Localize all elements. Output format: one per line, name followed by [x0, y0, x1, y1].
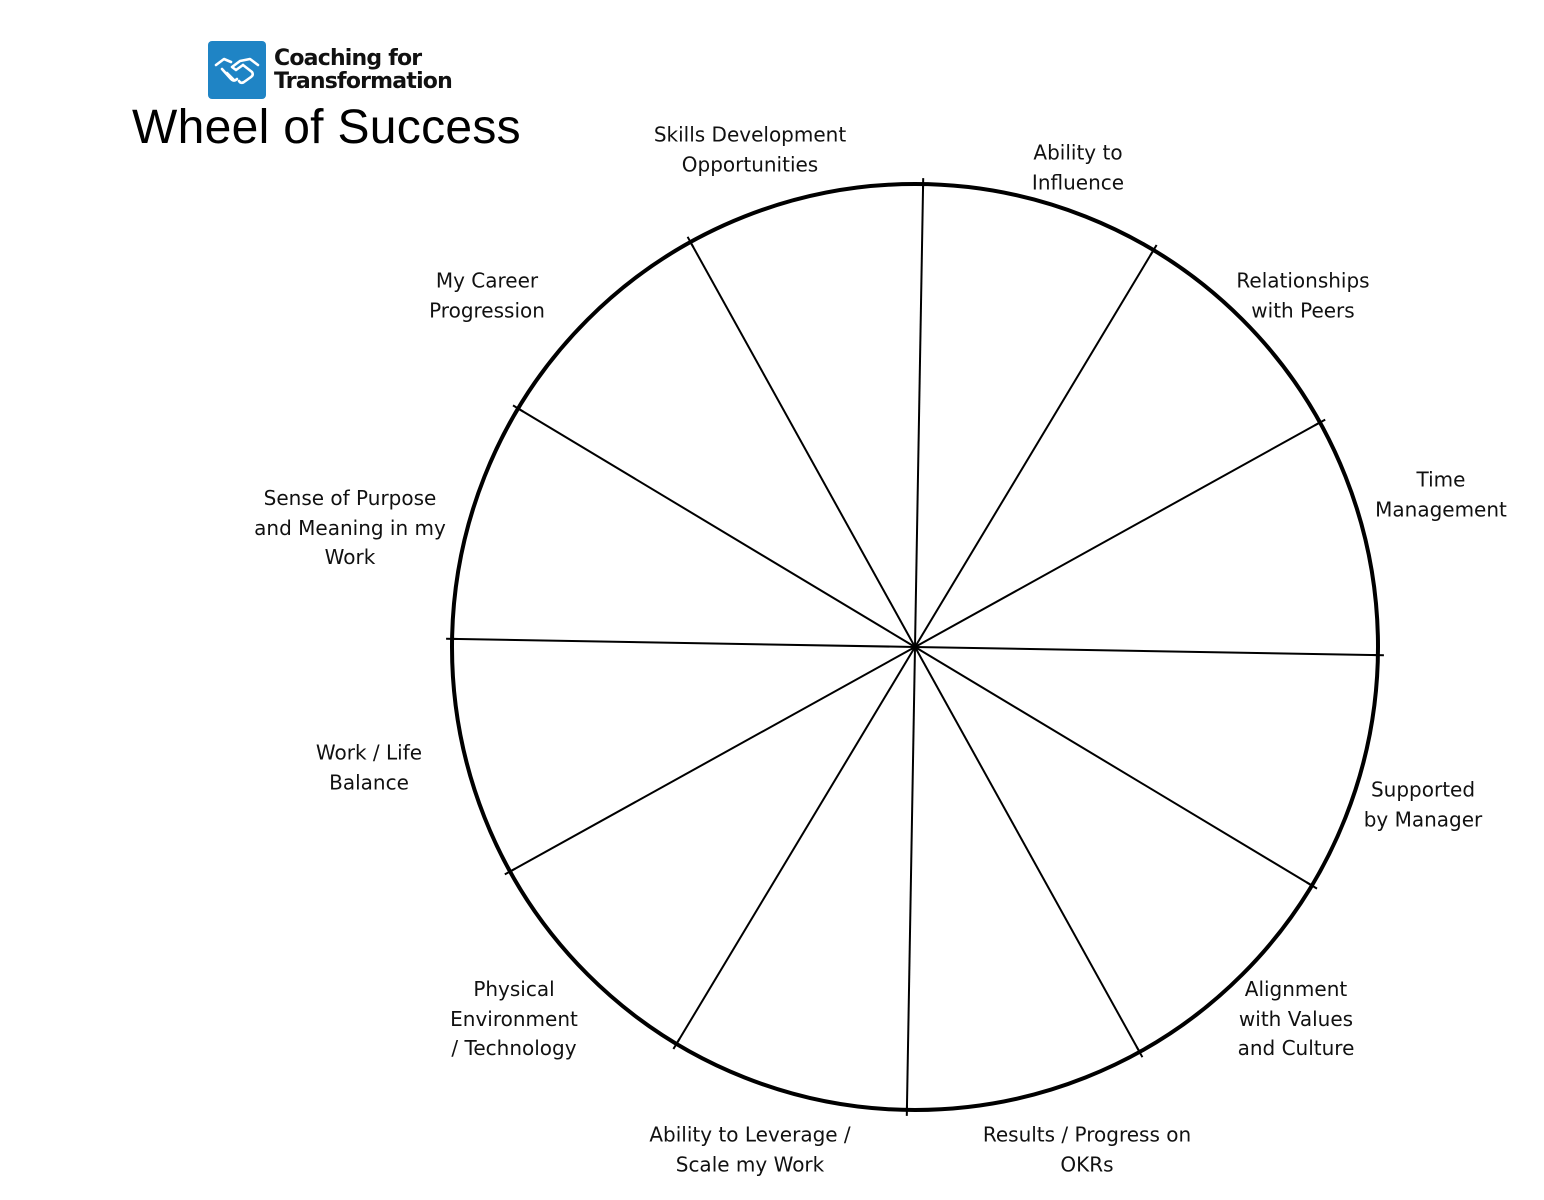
wheel-spoke — [517, 407, 916, 648]
handshake-icon — [208, 41, 266, 99]
wheel-rim-tick — [512, 404, 524, 413]
wheel-rim-tick — [1135, 1046, 1144, 1058]
segment-label: Results / Progress on OKRs — [982, 1122, 1192, 1177]
wheel-rim-tick — [1149, 244, 1158, 256]
wheel-spoke — [914, 184, 925, 648]
wheel-rim-tick — [1306, 881, 1318, 890]
wheel-spoke — [675, 646, 916, 1045]
segment-label: My Career Progression — [429, 268, 545, 323]
segment-label: Ability to Leverage / Scale my Work — [649, 1122, 851, 1177]
logo-line-1: Coaching for — [274, 46, 422, 71]
company-logo: Coaching for Transformation — [208, 41, 453, 99]
wheel-spoke — [914, 249, 1155, 648]
logo-line-2: Transformation — [274, 69, 453, 94]
wheel-rim-tick — [1314, 418, 1326, 427]
wheel-spoke — [914, 646, 1313, 887]
page-title: Wheel of Success — [132, 101, 521, 154]
segment-label: Relationships with Peers — [1236, 268, 1370, 323]
wheel-rim-tick — [672, 1038, 681, 1050]
wheel-rim-tick — [686, 236, 695, 248]
segment-label: Time Management — [1375, 467, 1507, 522]
wheel-rim-tick — [504, 867, 516, 876]
wheel-spoke — [452, 637, 916, 648]
segment-label: Physical Environment / Technology — [450, 976, 578, 1060]
segment-label: Ability to Influence — [1031, 140, 1125, 195]
segment-label: Alignment with Values and Culture — [1237, 976, 1355, 1060]
segment-label: Supported by Manager — [1363, 777, 1483, 832]
wheel-spoke — [905, 646, 916, 1110]
wheel-spoke — [914, 646, 1141, 1053]
segment-label: Work / Life Balance — [315, 740, 423, 795]
wheel-outline — [450, 182, 1380, 1112]
logo-wordmark: Coaching for Transformation — [274, 46, 453, 94]
wheel-spokes — [446, 178, 1384, 1116]
wheel-spoke — [509, 646, 916, 873]
segment-label: Skills Development Opportunities — [653, 122, 847, 177]
wheel-spoke — [689, 241, 916, 648]
wheel-spoke — [914, 421, 1321, 648]
wheel-spoke — [914, 646, 1378, 657]
segment-label: Sense of Purpose and Meaning in my Work — [254, 485, 446, 569]
